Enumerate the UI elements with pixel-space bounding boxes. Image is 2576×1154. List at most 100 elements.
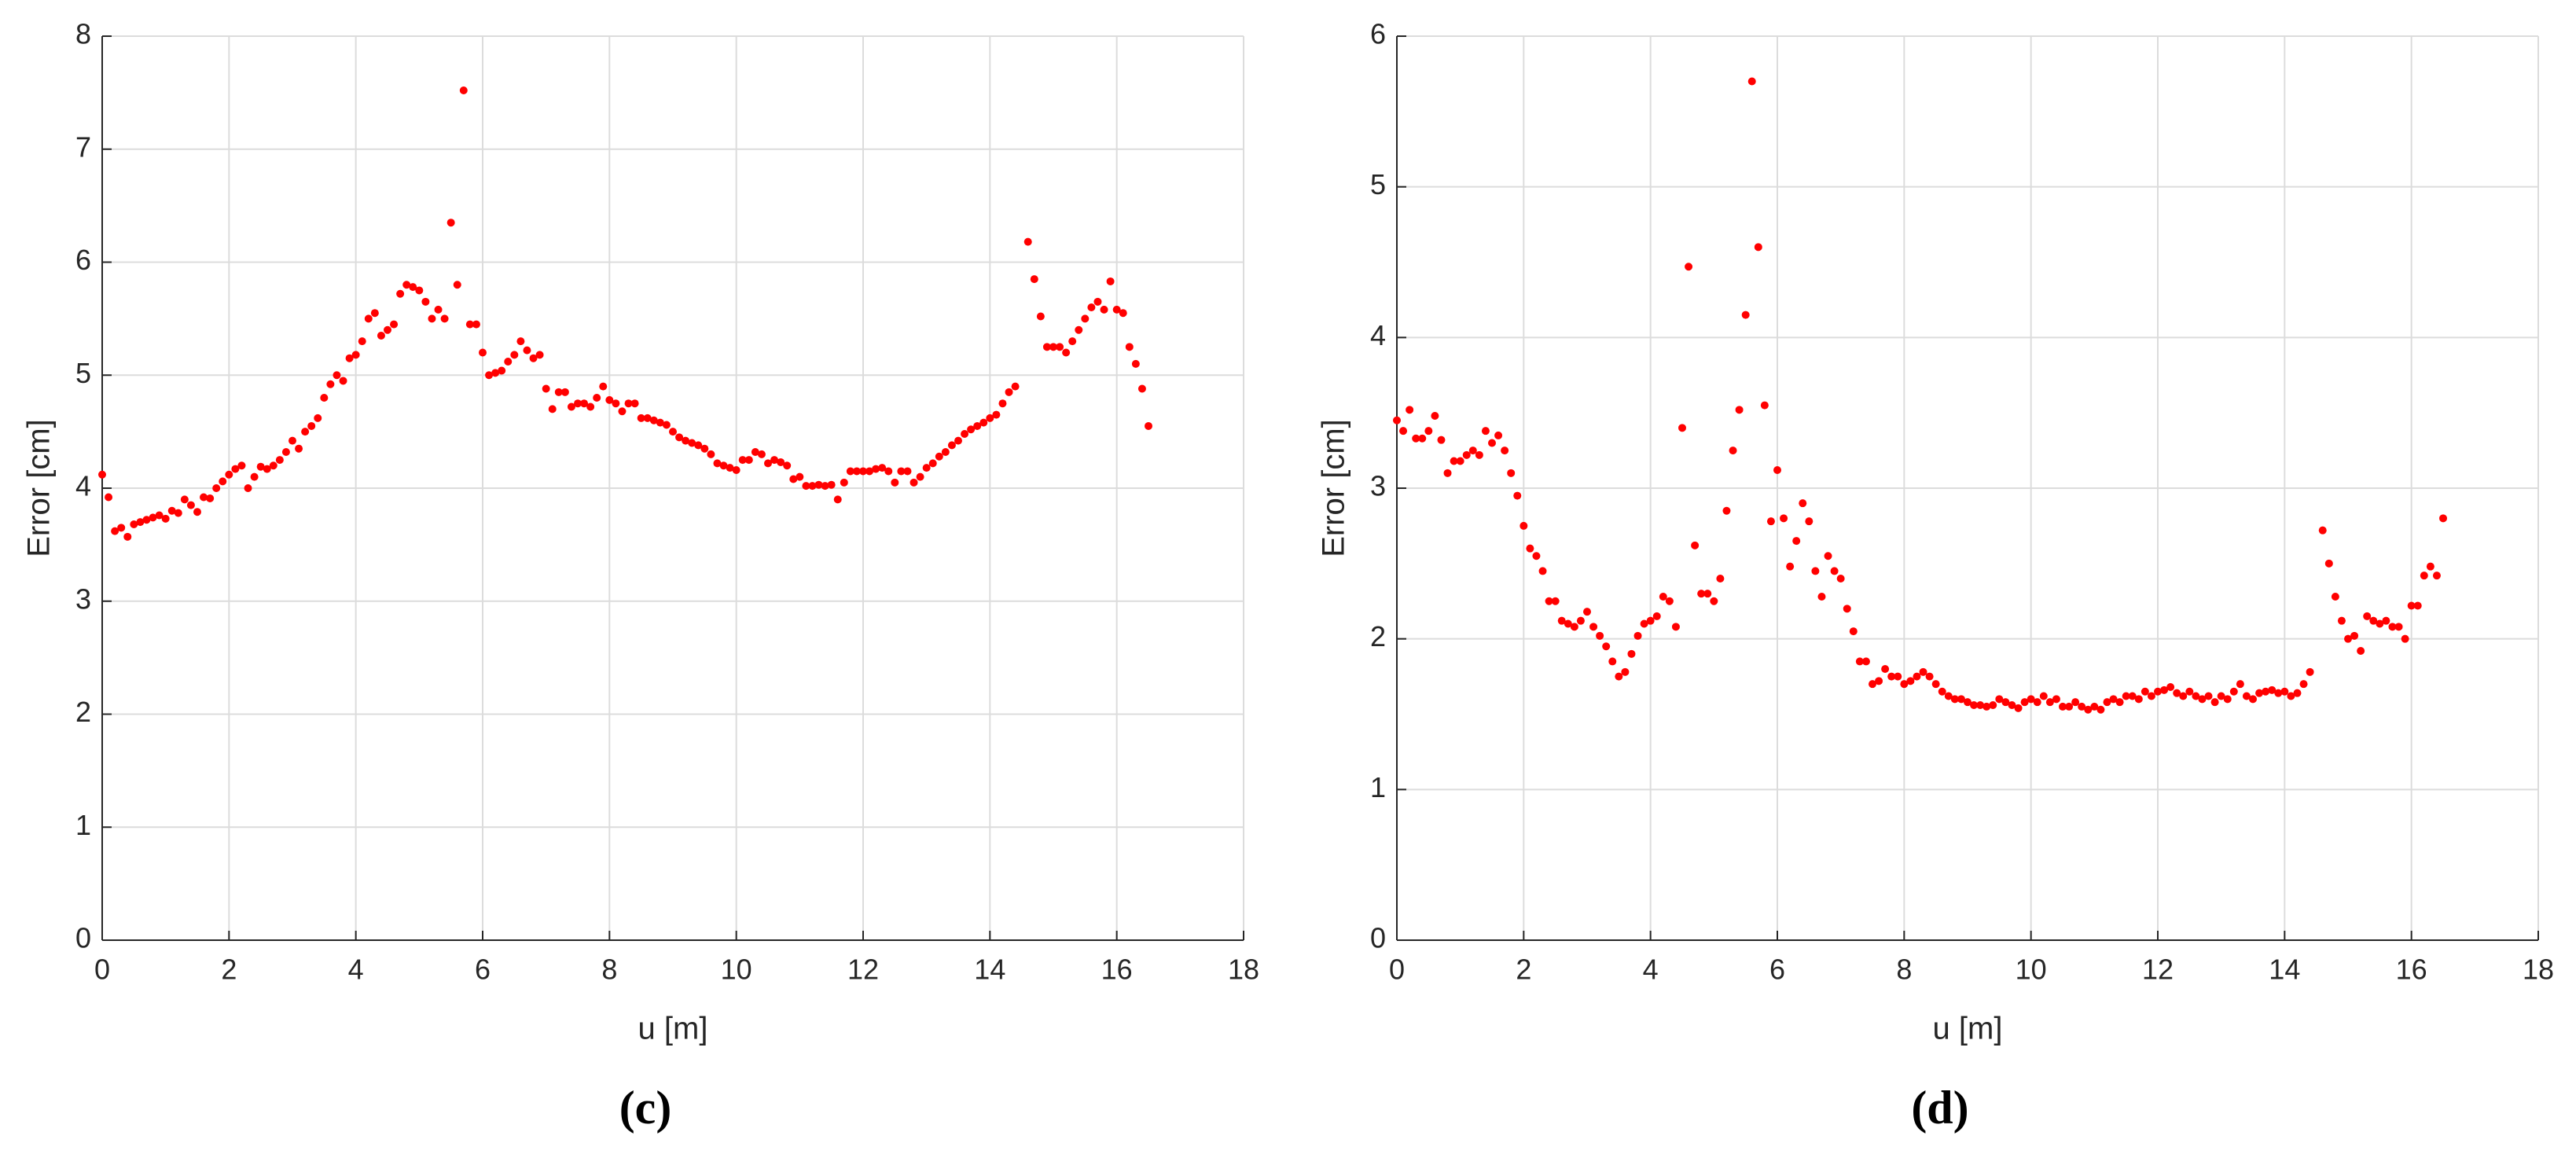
point bbox=[288, 436, 296, 445]
point bbox=[624, 399, 633, 408]
point bbox=[1456, 457, 1464, 465]
point bbox=[808, 482, 817, 491]
point bbox=[256, 462, 265, 471]
x-tick-label: 10 bbox=[721, 954, 752, 986]
point bbox=[1633, 631, 1642, 640]
point bbox=[1799, 499, 1807, 508]
point bbox=[675, 433, 684, 442]
point bbox=[465, 320, 474, 329]
point bbox=[180, 495, 189, 504]
point bbox=[1145, 421, 1152, 430]
point bbox=[998, 399, 1007, 408]
point bbox=[2210, 698, 2219, 707]
point bbox=[2039, 692, 2048, 700]
point bbox=[535, 351, 544, 359]
point bbox=[1722, 506, 1731, 515]
point bbox=[1125, 343, 1134, 351]
y-tick-label: 6 bbox=[1370, 18, 1386, 50]
point bbox=[1925, 672, 1934, 681]
point bbox=[649, 416, 658, 424]
point bbox=[281, 448, 290, 456]
point bbox=[1627, 649, 1636, 658]
point bbox=[738, 456, 747, 465]
point bbox=[111, 527, 119, 535]
point bbox=[2376, 619, 2384, 628]
point bbox=[1938, 687, 1946, 696]
point bbox=[852, 467, 861, 476]
point bbox=[1869, 680, 1876, 689]
point bbox=[872, 465, 880, 473]
point bbox=[1100, 305, 1108, 314]
point bbox=[2014, 704, 2023, 712]
point bbox=[2154, 687, 2162, 696]
point bbox=[1824, 552, 1832, 560]
point bbox=[694, 441, 703, 450]
point bbox=[884, 467, 893, 476]
point bbox=[1773, 466, 1781, 474]
y-axis-label: Error [cm] bbox=[1317, 419, 1351, 557]
point bbox=[2357, 647, 2365, 655]
point bbox=[1087, 303, 1096, 311]
point bbox=[2122, 692, 2130, 700]
x-tick-label: 4 bbox=[1643, 954, 1659, 986]
point bbox=[1005, 388, 1013, 396]
point bbox=[2242, 692, 2251, 700]
point bbox=[2103, 698, 2111, 707]
point bbox=[669, 428, 677, 436]
point bbox=[1557, 616, 1566, 625]
point bbox=[402, 281, 411, 289]
y-tick-label: 6 bbox=[75, 244, 91, 276]
point bbox=[2236, 680, 2244, 689]
point bbox=[295, 444, 303, 453]
point bbox=[744, 456, 753, 465]
point bbox=[1450, 457, 1458, 465]
point bbox=[301, 428, 310, 436]
x-tick-label: 2 bbox=[221, 954, 237, 986]
x-axis-label: u [m] bbox=[638, 1012, 708, 1046]
point bbox=[542, 384, 550, 393]
point bbox=[1056, 343, 1064, 351]
point bbox=[117, 524, 126, 532]
point bbox=[2268, 685, 2277, 694]
point bbox=[1608, 657, 1617, 666]
point bbox=[1501, 447, 1509, 455]
x-tick-label: 0 bbox=[1389, 954, 1405, 986]
point bbox=[2166, 683, 2175, 691]
point bbox=[2141, 687, 2149, 696]
point bbox=[1780, 514, 1788, 523]
point bbox=[123, 532, 132, 541]
point bbox=[161, 514, 170, 523]
y-tick-label: 1 bbox=[75, 809, 91, 841]
point bbox=[770, 456, 779, 465]
point bbox=[200, 493, 208, 502]
point bbox=[1475, 450, 1483, 459]
point bbox=[941, 448, 950, 456]
point bbox=[2249, 695, 2257, 704]
point bbox=[2299, 680, 2308, 689]
point bbox=[1735, 406, 1744, 414]
point bbox=[1576, 616, 1585, 625]
y-tick-label: 2 bbox=[75, 696, 91, 728]
point bbox=[219, 477, 227, 486]
point bbox=[1887, 672, 1896, 681]
point bbox=[1970, 701, 1979, 709]
x-tick-label: 8 bbox=[601, 954, 617, 986]
point bbox=[1532, 552, 1541, 560]
point bbox=[2084, 705, 2093, 714]
point bbox=[320, 394, 329, 402]
y-tick-label: 0 bbox=[1370, 922, 1386, 954]
point bbox=[1119, 309, 1127, 318]
point bbox=[2280, 687, 2289, 696]
point bbox=[396, 289, 405, 298]
point bbox=[1995, 695, 2004, 704]
point bbox=[510, 351, 519, 359]
point bbox=[833, 495, 842, 504]
y-tick-label: 3 bbox=[75, 583, 91, 615]
point bbox=[2432, 571, 2441, 580]
point bbox=[2008, 701, 2016, 709]
point bbox=[2229, 687, 2238, 696]
point bbox=[707, 450, 715, 458]
point bbox=[1036, 312, 1045, 321]
